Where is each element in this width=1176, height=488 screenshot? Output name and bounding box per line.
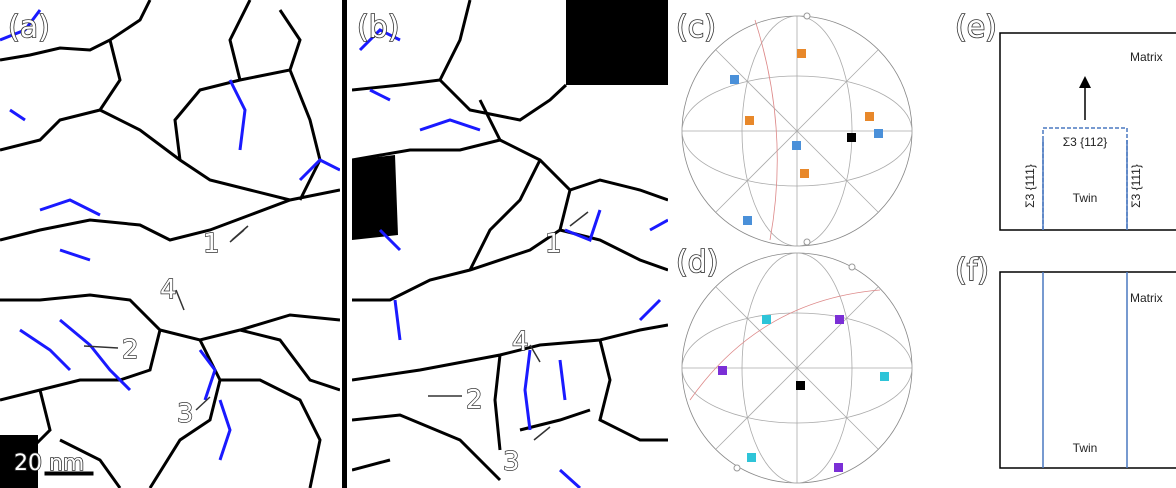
stereogram-d (682, 253, 912, 483)
panel-label: (a) (8, 10, 50, 45)
interface-label: Σ3 {111} (1129, 164, 1143, 208)
twin-label: Twin (1073, 441, 1098, 455)
scale-bar-label: 20 nm (14, 451, 84, 476)
arrow-label: 2 (466, 385, 483, 415)
matrix-label: Matrix (1130, 50, 1163, 64)
stereogram-c (682, 13, 912, 246)
panel-label: (d) (676, 245, 718, 280)
arrow-label: 3 (503, 447, 520, 477)
arrow-label: 4 (512, 327, 529, 357)
separator (342, 0, 347, 488)
panel-label: (f) (955, 253, 989, 288)
arrow-label: 4 (160, 275, 177, 305)
grain-map-a (0, 0, 340, 488)
interface-label: Σ3 {112} (1063, 135, 1108, 149)
matrix-label: Matrix (1130, 291, 1163, 305)
arrow-label: 1 (203, 229, 220, 259)
arrow-label: 2 (122, 335, 139, 365)
figure: (a) (b) (c) (d) (e) (f) 1 2 3 4 20 nm 1 … (0, 0, 1176, 488)
grain-map-b (352, 0, 668, 488)
arrow-label: 1 (545, 229, 562, 259)
arrow-label: 3 (177, 399, 194, 429)
panel-label: (b) (357, 10, 399, 45)
panel-label: (c) (676, 10, 716, 45)
interface-label: Σ3 {111} (1023, 164, 1037, 208)
twin-label: Twin (1073, 191, 1098, 205)
panel-label: (e) (955, 10, 997, 45)
